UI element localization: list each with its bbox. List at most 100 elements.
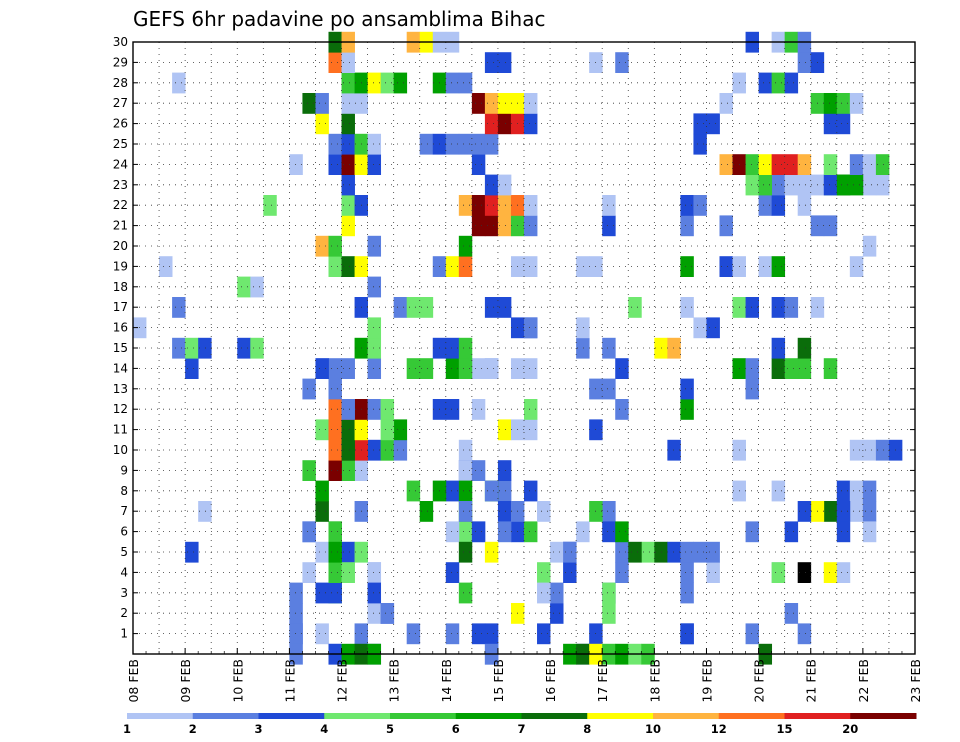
colorbar-swatch	[455, 713, 522, 719]
heatmap-cell	[237, 337, 251, 359]
heatmap-cell	[524, 480, 538, 502]
heatmap-cell	[367, 439, 382, 461]
x-tick-label: 20 FEB	[752, 659, 767, 703]
heatmap-cell	[315, 582, 329, 604]
heatmap-cell	[797, 501, 812, 522]
heatmap-cell	[471, 93, 486, 114]
heatmap-cell	[471, 195, 486, 216]
heatmap-cell	[185, 541, 199, 563]
heatmap-cell	[745, 623, 759, 645]
y-tick-label: 20	[113, 239, 128, 253]
heatmap-cell	[458, 541, 473, 563]
heatmap-cell	[693, 541, 707, 563]
colorbar-label: 7	[517, 722, 525, 736]
heatmap-cell	[445, 562, 460, 583]
y-tick-label: 25	[113, 137, 128, 151]
y-tick-label: 8	[120, 484, 128, 498]
y-tick-label: 7	[120, 504, 128, 518]
heatmap-cell	[458, 501, 473, 522]
heatmap-cell	[497, 501, 512, 522]
y-tick-label: 9	[120, 463, 128, 477]
heatmap-cell	[341, 541, 355, 563]
heatmap-cell	[537, 582, 551, 604]
heatmap-cell	[328, 52, 342, 73]
colorbar-swatch	[258, 713, 325, 719]
grid	[133, 42, 915, 654]
heatmap-cell	[550, 582, 564, 604]
heatmap-cell	[380, 72, 395, 94]
heatmap-cell	[680, 562, 694, 583]
x-tick-label: 17 FEB	[595, 659, 610, 703]
heatmap-cell	[823, 174, 838, 196]
heatmap-cell	[341, 93, 355, 114]
heatmap-cell	[367, 603, 382, 624]
heatmap-cell	[406, 297, 421, 318]
heatmap-cell	[602, 582, 616, 604]
heatmap-cell	[341, 72, 355, 94]
heatmap-cell	[289, 623, 303, 645]
heatmap-cell	[745, 521, 759, 543]
heatmap-cell	[524, 256, 538, 277]
y-tick-label: 4	[120, 565, 128, 579]
heatmap-cell	[537, 501, 551, 522]
heatmap-cell	[797, 195, 812, 216]
heatmap-cell	[458, 337, 473, 359]
heatmap-cell	[784, 521, 799, 543]
y-tick-label: 24	[113, 157, 128, 171]
heatmap-cell	[875, 174, 890, 196]
heatmap-cell	[693, 113, 707, 135]
heatmap-cell	[328, 521, 342, 543]
heatmap-cell	[341, 154, 355, 175]
heatmap-cell	[823, 93, 838, 114]
y-tick-label: 23	[113, 178, 128, 192]
heatmap-cell	[524, 358, 538, 379]
heatmap-cell	[367, 337, 382, 359]
colorbar-label: 6	[452, 722, 460, 736]
heatmap-cell	[719, 93, 733, 114]
heatmap-cell	[524, 93, 538, 114]
heatmap-cell	[745, 358, 759, 379]
heatmap-cell	[302, 521, 316, 543]
heatmap-cell	[602, 603, 616, 624]
heatmap-cell	[706, 317, 720, 339]
heatmap-cell	[771, 480, 786, 502]
y-axis: 1234567891011121314151617181920212223242…	[113, 35, 915, 641]
heatmap-cell	[745, 378, 759, 400]
x-tick-label: 11 FEB	[282, 659, 297, 703]
heatmap-cell	[550, 603, 564, 624]
x-tick-label: 19 FEB	[699, 659, 714, 703]
heatmap-cell	[602, 195, 616, 216]
heatmap-cell	[784, 603, 799, 624]
heatmap-cell	[771, 297, 786, 318]
heatmap-cell	[667, 439, 681, 461]
heatmap-cell	[458, 521, 473, 543]
heatmap-cell	[758, 256, 773, 277]
heatmap-cell	[341, 460, 355, 481]
y-tick-label: 17	[113, 300, 128, 314]
heatmap-cell	[719, 154, 733, 175]
heatmap-cell	[341, 419, 355, 441]
y-tick-label: 28	[113, 76, 128, 90]
heatmap-cell	[576, 521, 590, 543]
heatmap-cell	[445, 358, 460, 379]
heatmap-cell	[484, 480, 499, 502]
heatmap-cell	[576, 317, 590, 339]
colorbar-swatch	[192, 713, 259, 719]
heatmap-cell	[784, 358, 799, 379]
colorbar-label: 4	[320, 722, 328, 736]
colorbar: 1 2 3 4 5 6 7 8 10 12 15 20	[123, 713, 917, 736]
heatmap-cell	[185, 337, 199, 359]
heatmap-cell	[836, 521, 851, 543]
colorbar-swatch	[324, 713, 391, 719]
x-axis: 08 FEB 09 FEB 10 FEB 11 FEB 12 FEB 13 FEB 14 F…	[126, 648, 923, 703]
heatmap-cell	[458, 582, 473, 604]
heatmap-cell	[159, 256, 173, 277]
heatmap-cell	[497, 195, 512, 216]
heatmap-cell	[328, 419, 342, 441]
heatmap-cell	[628, 541, 642, 563]
colorbar-label: 12	[711, 722, 727, 736]
heatmap-cell	[823, 215, 838, 237]
heatmap-cell	[302, 378, 316, 400]
chart-title: GEFS 6hr padavine po ansamblima Bihac	[133, 7, 545, 31]
